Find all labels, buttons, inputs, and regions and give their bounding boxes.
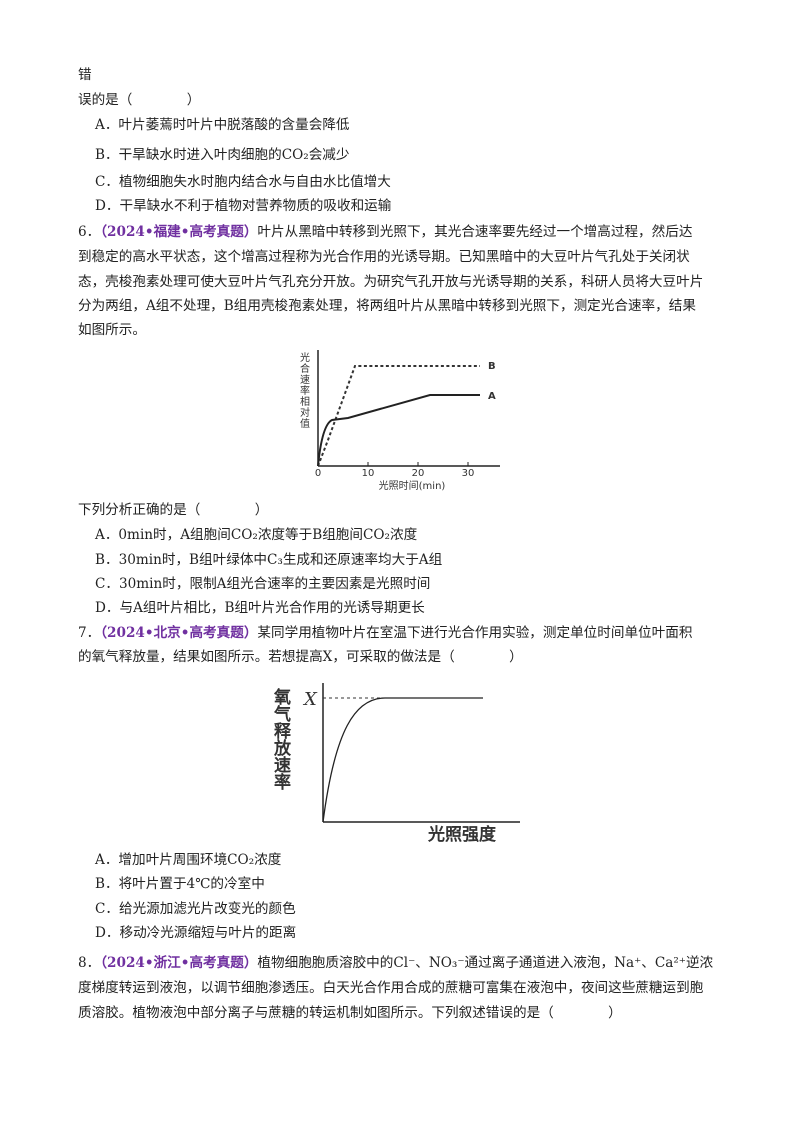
stem-line: 质溶胶。植物液泡中部分离子与蔗糖的转运机制如图所示。下列叙述错误的是（ ）: [78, 1005, 622, 1021]
option: C．给光源加滤光片改变光的颜色: [95, 901, 296, 917]
option: B．将叶片置于4℃的冷室中: [95, 876, 265, 892]
stem-text: 叶片从黑暗中转移到光照下，其光合速率要先经过一个增高过程，然后达: [257, 224, 693, 240]
stem-line: 分为两组，A组不处理，B组用壳梭孢素处理，将两组叶片从黑暗中转移到光照下，测定光…: [78, 298, 696, 314]
option: D．与A组叶片相比，B组叶片光合作用的光诱导期更长: [95, 600, 425, 616]
figure-2: X 氧气释放速率 光照强度: [270, 683, 520, 845]
option: A．0min时，A组胞间CO₂浓度等于B组胞间CO₂浓度: [95, 527, 418, 543]
q-number: 6．: [78, 224, 101, 240]
y-label: 光合速率相对值: [298, 351, 310, 429]
stem-line: 8．（2024•浙江•高考真题）植物细胞胞质溶胶中的Cl⁻、NO₃⁻通过离子通道…: [78, 954, 713, 972]
x-tick-label: 30: [462, 468, 475, 479]
x-label: 光照时间(min): [379, 479, 446, 492]
q-number: 7．: [78, 625, 101, 641]
option: D．干旱缺水不利于植物对营养物质的吸收和运输: [95, 198, 392, 214]
option: C．30min时，限制A组光合速率的主要因素是光照时间: [95, 576, 431, 592]
stem-line: 7．（2024•北京•高考真题）某同学用植物叶片在室温下进行光合作用实验，测定单…: [78, 624, 692, 642]
curve-b: [317, 365, 480, 467]
max-label: X: [302, 689, 318, 710]
x-tick-label: 0: [315, 468, 321, 479]
option: D．移动冷光源缩短与叶片的距离: [95, 925, 297, 941]
q-source: （2024•北京•高考真题）: [100, 625, 258, 641]
stem-line: 态，壳梭孢素处理可使大豆叶片气孔充分开放。为研究气孔开放与光诱导期的关系，科研人…: [78, 274, 704, 290]
y-label: 氧气释放速率: [270, 687, 292, 791]
option: C．植物细胞失水时胞内结合水与自由水比值增大: [95, 174, 391, 190]
question: 下列分析正确的是（ ）: [78, 502, 269, 518]
text-line: 误的是（ ）: [78, 92, 201, 108]
option: A．叶片萎蔫时叶片中脱落酸的含量会降低: [95, 117, 350, 133]
stem-line: 如图所示。: [78, 322, 146, 338]
option: A．增加叶片周围环境CO₂浓度: [95, 852, 282, 868]
stem-line: 到稳定的高水平状态，这个增高过程称为光合作用的光诱导期。已知黑暗中的大豆叶片气孔…: [78, 249, 690, 265]
text-line: 错: [78, 67, 92, 83]
ticks: 0 10 20 30: [315, 462, 475, 479]
curve-label: B: [488, 361, 496, 372]
curve-label: A: [488, 391, 496, 402]
x-tick-label: 20: [412, 468, 425, 479]
stem-line: 的氧气释放量，结果如图所示。若想提高X，可采取的做法是（ ）: [78, 649, 523, 665]
curve-a: [317, 394, 480, 467]
x-label: 光照强度: [427, 824, 497, 845]
q-number: 8．: [78, 955, 101, 971]
stem-text: 植物细胞胞质溶胶中的Cl⁻、NO₃⁻通过离子通道进入液泡，Na⁺、Ca²⁺逆浓: [257, 955, 714, 971]
option: B．干旱缺水时进入叶肉细胞的CO₂会减少: [95, 147, 350, 163]
x-tick-label: 10: [362, 468, 375, 479]
option: B．30min时，B组叶绿体中C₃生成和还原速率均大于A组: [95, 552, 443, 568]
stem-text: 某同学用植物叶片在室温下进行光合作用实验，测定单位时间单位叶面积: [257, 625, 693, 641]
stem-line: 6．（2024•福建•高考真题）叶片从黑暗中转移到光照下，其光合速率要先经过一个…: [78, 223, 692, 241]
curve: [322, 697, 483, 823]
q-source: （2024•浙江•高考真题）: [100, 955, 258, 971]
q-source: （2024•福建•高考真题）: [100, 224, 258, 240]
figure-1: B A 光合速率相对值 光照时间(min) 0 10 20 30: [298, 350, 500, 492]
stem-line: 度梯度转运到液泡，以调节细胞渗透压。白天光合作用合成的蔗糖可富集在液泡中，夜间这…: [78, 980, 704, 996]
